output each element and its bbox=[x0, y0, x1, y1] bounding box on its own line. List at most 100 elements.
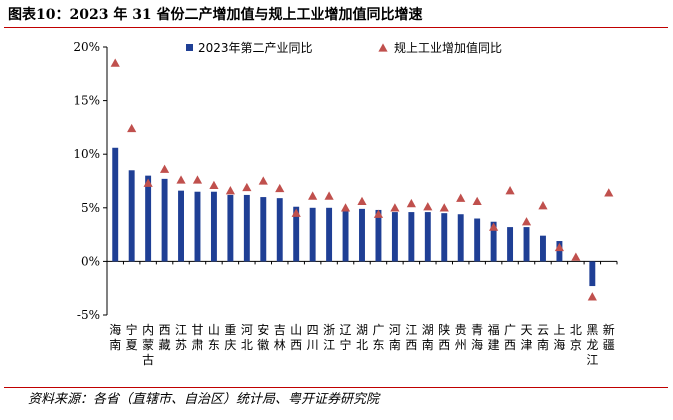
bar bbox=[326, 207, 333, 262]
category-label: 西藏 bbox=[159, 323, 171, 352]
marker-point bbox=[423, 202, 433, 211]
figure-title: 图表10：2023 年 31 省份二产增加值与规上工业增加值同比增速 bbox=[8, 7, 423, 23]
y-tick-label: 0% bbox=[81, 254, 100, 268]
category-label: 内蒙古 bbox=[142, 323, 154, 367]
category-label: 甘肃 bbox=[191, 323, 203, 352]
marker-point bbox=[357, 196, 367, 206]
bar bbox=[161, 178, 168, 262]
category-label: 青海 bbox=[471, 323, 483, 352]
bar bbox=[457, 214, 464, 262]
y-tick-label: 5% bbox=[81, 201, 100, 215]
marker-point bbox=[324, 191, 334, 200]
category-label: 陕西 bbox=[438, 322, 450, 352]
bar bbox=[276, 198, 283, 262]
category-label: 新疆 bbox=[603, 322, 615, 352]
bar bbox=[556, 241, 563, 262]
bar bbox=[408, 212, 415, 262]
marker-point bbox=[127, 123, 137, 133]
y-tick-label: 20% bbox=[73, 40, 100, 54]
bar bbox=[309, 207, 316, 262]
marker-point bbox=[242, 182, 252, 192]
marker-point bbox=[373, 209, 384, 218]
bar bbox=[507, 227, 514, 262]
marker-point bbox=[308, 191, 318, 200]
bar bbox=[523, 227, 530, 262]
bar bbox=[227, 194, 234, 262]
marker-point bbox=[390, 203, 400, 212]
category-label: 贵州 bbox=[455, 323, 467, 352]
category-label: 湖南 bbox=[422, 322, 434, 352]
bar bbox=[128, 170, 135, 262]
category-label: 广东 bbox=[372, 323, 384, 352]
legend: 2023年第二产业同比 规上工业增加值同比 bbox=[186, 40, 502, 55]
bar bbox=[145, 175, 152, 262]
source-note: 资料来源：各省（直辖市、自治区）统计局、粤开证券研究院 bbox=[28, 392, 380, 407]
legend-marker-swatch bbox=[378, 43, 388, 52]
bar bbox=[178, 190, 184, 262]
category-label: 重庆 bbox=[224, 323, 236, 352]
bar bbox=[342, 211, 349, 262]
category-label: 河南 bbox=[389, 323, 401, 352]
category-label: 黑龙江 bbox=[586, 323, 598, 367]
category-label: 辽宁 bbox=[340, 323, 352, 352]
marker-point bbox=[571, 252, 581, 261]
y-tick-label: -5% bbox=[77, 308, 100, 322]
marker-point bbox=[340, 203, 351, 212]
marker-point bbox=[110, 58, 120, 67]
marker-point bbox=[275, 183, 285, 193]
category-label: 湖北 bbox=[356, 322, 368, 352]
marker-point bbox=[225, 186, 235, 195]
category-label: 海南 bbox=[109, 322, 121, 352]
y-tick-label: 10% bbox=[73, 147, 100, 161]
marker-point bbox=[554, 242, 565, 252]
category-label: 北京 bbox=[570, 323, 582, 352]
category-label: 云南 bbox=[537, 323, 549, 352]
bar bbox=[112, 147, 119, 262]
y-tick-label: 15% bbox=[73, 94, 100, 108]
bar bbox=[540, 235, 546, 262]
marker-point bbox=[209, 180, 219, 189]
category-label: 山西 bbox=[290, 323, 302, 352]
y-axis-ticks: 20% 15% 10% 5% 0% -5% bbox=[73, 40, 107, 322]
bar bbox=[424, 212, 431, 262]
legend-bar-swatch bbox=[186, 44, 193, 51]
bar bbox=[260, 197, 267, 262]
source-rule bbox=[4, 387, 668, 388]
marker-point bbox=[587, 292, 597, 301]
marker-point bbox=[521, 217, 532, 226]
category-label: 浙江 bbox=[323, 323, 335, 352]
category-label: 天津 bbox=[521, 323, 533, 352]
bar bbox=[210, 191, 217, 262]
legend-bar-label: 2023年第二产业同比 bbox=[198, 41, 313, 55]
marker-point bbox=[505, 186, 515, 195]
category-label: 江西 bbox=[405, 323, 417, 352]
category-label: 上海 bbox=[553, 323, 565, 352]
category-label: 吉林 bbox=[274, 323, 286, 352]
title-rule bbox=[4, 27, 668, 28]
marker-point bbox=[291, 208, 301, 217]
category-label: 山东 bbox=[208, 323, 220, 352]
marker-point bbox=[472, 196, 482, 206]
category-label: 广西 bbox=[504, 323, 516, 352]
marker-point bbox=[159, 164, 170, 173]
bar bbox=[243, 194, 250, 262]
category-label: 安徽 bbox=[257, 322, 269, 352]
marker-point bbox=[489, 222, 499, 231]
marker-point bbox=[192, 175, 203, 184]
bar bbox=[293, 206, 300, 262]
marker-point bbox=[406, 198, 416, 208]
marker-point bbox=[604, 188, 614, 197]
bar bbox=[194, 191, 201, 262]
bar bbox=[589, 261, 596, 287]
bar bbox=[474, 218, 481, 262]
marker-point bbox=[143, 178, 153, 187]
bar bbox=[490, 221, 497, 262]
category-label: 宁夏 bbox=[126, 322, 138, 352]
category-label: 四川 bbox=[307, 323, 319, 352]
marker-point bbox=[258, 176, 268, 185]
bar-series bbox=[112, 147, 596, 287]
marker-point bbox=[176, 175, 186, 184]
marker-series bbox=[110, 58, 614, 301]
marker-point bbox=[456, 193, 466, 202]
